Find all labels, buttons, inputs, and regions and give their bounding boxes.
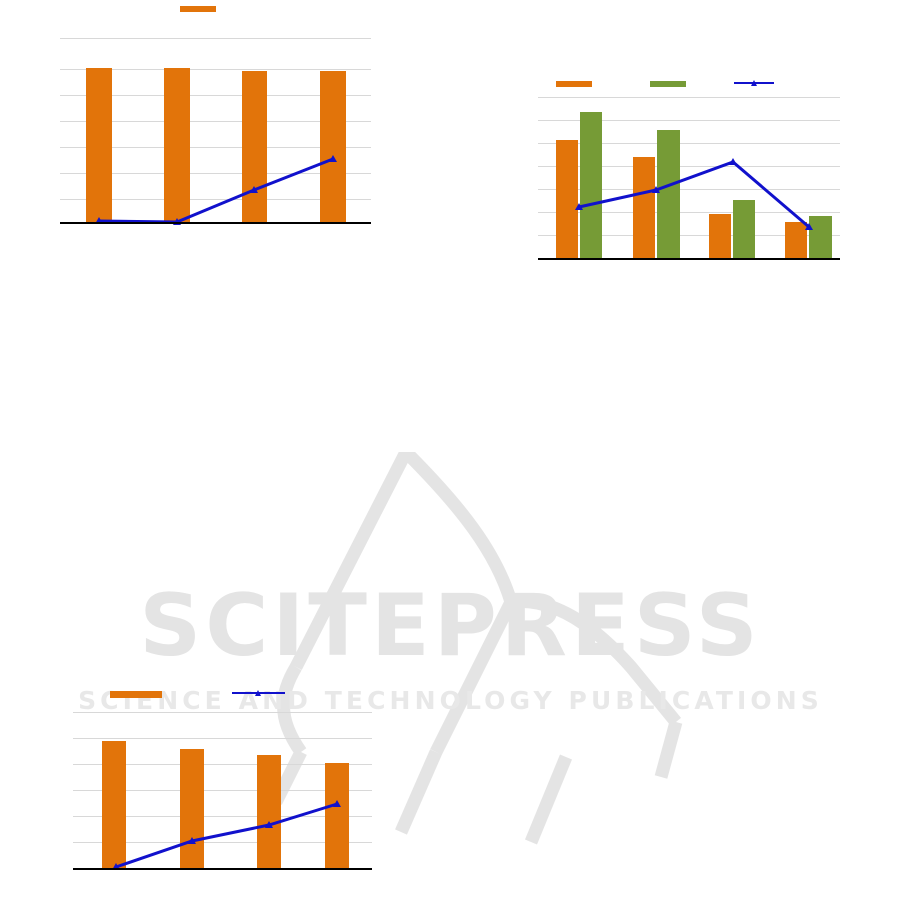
chart-top-left-plot (60, 34, 371, 226)
bar-green-4[interactable] (809, 216, 832, 258)
gridline (73, 816, 372, 817)
legend-item-orange-bars[interactable] (556, 81, 592, 87)
bar-orange-3[interactable] (242, 71, 267, 222)
chart-top-left (60, 0, 371, 226)
line-marker-2 (652, 186, 660, 193)
bar-green-1[interactable] (580, 112, 602, 258)
legend-bar-swatch-orange (556, 81, 592, 87)
bar-green-3[interactable] (733, 200, 755, 258)
chart-top-left-legend (180, 4, 240, 14)
bar-orange-1[interactable] (102, 741, 126, 868)
gridline (538, 235, 840, 236)
gridline (60, 199, 371, 200)
line-series-path (578, 160, 810, 229)
legend-item-line-series[interactable] (734, 79, 774, 87)
line-series-overlay (575, 158, 813, 230)
chart-bottom-left (73, 686, 372, 872)
x-axis (538, 258, 840, 260)
legend-item-line-series[interactable] (232, 689, 285, 697)
line-series-path (115, 802, 338, 869)
chart-top-right (538, 70, 840, 262)
legend-item-bar-series[interactable] (180, 6, 216, 12)
legend-line-marker (751, 80, 757, 86)
legend-bar-swatch-green (650, 81, 686, 87)
line-series-overlay (95, 155, 337, 225)
gridline (60, 147, 371, 148)
legend-line-swatch-blue (734, 79, 774, 87)
bar-orange-1[interactable] (556, 140, 578, 258)
gridline (73, 764, 372, 765)
gridline (73, 712, 372, 713)
gridline (60, 69, 371, 70)
gridline (538, 166, 840, 167)
bar-green-2[interactable] (657, 130, 680, 258)
legend-line-marker (255, 690, 261, 696)
legend-item-bar-series[interactable] (110, 691, 162, 698)
bar-orange-4[interactable] (785, 222, 807, 258)
watermark-wordmark: SCITEPRESS (139, 576, 762, 676)
gridline (60, 173, 371, 174)
bar-orange-2[interactable] (164, 68, 190, 222)
line-marker-3 (265, 821, 273, 828)
gridline (538, 189, 840, 190)
bar-orange-3[interactable] (709, 214, 731, 258)
line-series-path (98, 157, 334, 224)
chart-top-right-plot (538, 96, 840, 262)
gridline (60, 38, 371, 39)
line-marker-3 (250, 186, 258, 193)
gridline (538, 143, 840, 144)
gridline (60, 121, 371, 122)
chart-bottom-left-legend (73, 686, 372, 700)
legend-bar-swatch-orange (180, 6, 216, 12)
line-marker-1 (575, 203, 583, 210)
gridline (73, 738, 372, 739)
line-marker-4 (329, 155, 337, 162)
legend-item-green-bars[interactable] (650, 81, 686, 87)
chart-bottom-left-plot (73, 708, 372, 872)
gridline (538, 212, 840, 213)
line-series-overlay (112, 800, 341, 870)
x-axis (73, 868, 372, 870)
bar-orange-2[interactable] (633, 157, 655, 258)
gridline (538, 97, 840, 98)
gridline (73, 790, 372, 791)
legend-bar-swatch-orange (110, 691, 162, 698)
bar-orange-1[interactable] (86, 68, 112, 222)
chart-top-right-legend (538, 78, 840, 90)
gridline (73, 842, 372, 843)
gridline (538, 120, 840, 121)
line-marker-3 (729, 158, 737, 165)
line-marker-4 (805, 223, 813, 230)
line-marker-4 (333, 800, 341, 807)
gridline (60, 95, 371, 96)
x-axis (60, 222, 371, 224)
bar-orange-4[interactable] (325, 763, 349, 868)
legend-line-swatch-blue (232, 689, 285, 697)
bar-orange-4[interactable] (320, 71, 346, 222)
bar-orange-2[interactable] (180, 749, 204, 868)
line-marker-2 (188, 837, 196, 844)
